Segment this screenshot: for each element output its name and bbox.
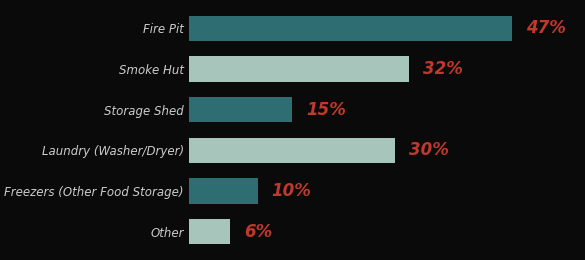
Text: 30%: 30% [409,141,449,159]
Text: 10%: 10% [271,182,312,200]
Bar [189,138,395,163]
Text: 15%: 15% [306,101,346,119]
Bar [189,97,292,122]
Bar [189,56,409,82]
Text: 32%: 32% [423,60,463,78]
Text: 47%: 47% [526,19,566,37]
Bar [189,178,258,204]
Bar [189,219,230,244]
Bar [189,16,512,41]
Text: 6%: 6% [244,223,273,241]
